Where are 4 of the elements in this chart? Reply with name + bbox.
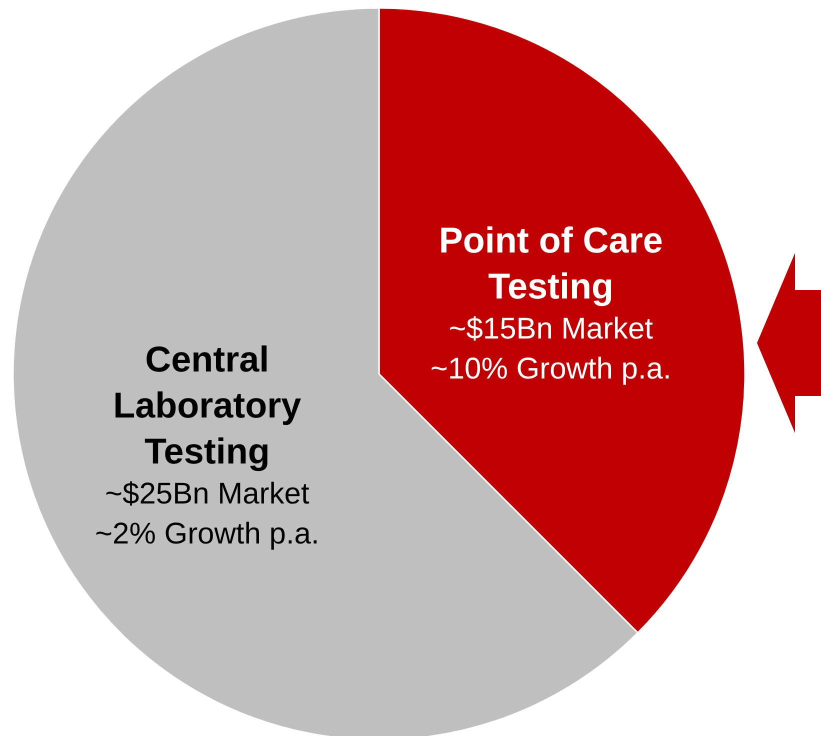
slice-label: Central Laboratory Testing [113, 338, 302, 472]
data-label: ~$25Bn Market ~2% Growth p.a. [95, 478, 320, 551]
data-label: ~$15Bn Market ~10% Growth p.a. [430, 312, 672, 386]
slice-label: Point of Care Testing [438, 219, 663, 306]
